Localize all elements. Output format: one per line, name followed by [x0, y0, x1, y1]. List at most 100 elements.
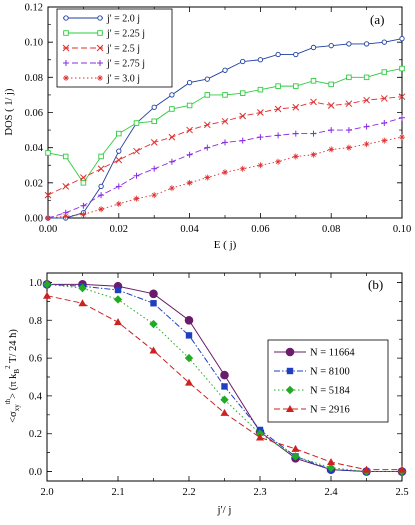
legend-marker [63, 30, 69, 36]
data-point [222, 139, 228, 146]
data-point [78, 299, 87, 307]
data-point [98, 192, 105, 199]
data-point [114, 318, 122, 326]
data-point [220, 408, 229, 416]
data-point [220, 395, 229, 404]
y-tick-label: 1.0 [29, 278, 42, 289]
data-point [346, 41, 352, 47]
data-point [184, 315, 194, 325]
data-point [275, 51, 281, 58]
data-point [328, 127, 335, 134]
data-point [310, 151, 317, 158]
data-point [346, 74, 352, 81]
y-tick-label: 0.10 [25, 38, 43, 49]
data-point [184, 353, 194, 363]
legend-marker [285, 385, 295, 395]
data-point [326, 463, 336, 472]
data-point [291, 452, 300, 461]
data-point [239, 137, 246, 144]
data-point [221, 117, 229, 125]
data-point [45, 150, 51, 156]
data-point [98, 183, 104, 190]
y-tick-label: 0.8 [29, 316, 42, 327]
data-point [185, 332, 193, 339]
series-3 [44, 93, 406, 199]
y-tick-label: 0.00 [25, 214, 43, 225]
data-point [115, 156, 123, 164]
x-tick-label: 0.04 [180, 224, 199, 235]
panel-a: 0.00 0.02 0.04 0.06 0.08 0.10 0.00 0.02 0.04 0.06… [4, 3, 411, 252]
data-point [45, 215, 51, 221]
data-point [239, 165, 246, 172]
data-point [204, 76, 210, 82]
data-point [62, 182, 70, 190]
data-point [97, 165, 105, 173]
y-tick-label: 0.12 [25, 3, 43, 14]
data-point [275, 158, 282, 165]
x-tick-label: 2.5 [395, 487, 408, 498]
legend-marker [285, 347, 295, 357]
data-point [220, 370, 229, 380]
legend-label: j' = 2.5 j [106, 44, 140, 55]
data-point [239, 90, 246, 96]
data-point [62, 213, 69, 220]
data-point [257, 134, 264, 141]
data-point [80, 202, 87, 209]
data-point [399, 114, 405, 121]
legend-label: N = 5184 [310, 386, 351, 397]
data-point [62, 153, 69, 160]
x-axis-label: j'/ j [217, 504, 232, 516]
x-tick-label: 2.3 [253, 487, 266, 498]
x-tick-label: 0.02 [110, 224, 128, 235]
data-point [151, 118, 157, 125]
data-point [399, 134, 405, 141]
x-tick-label: 0.08 [322, 224, 340, 235]
data-point [114, 286, 122, 294]
data-point [186, 179, 193, 186]
panel-b: 2.0 2.1 2.2 2.3 2.4 2.5 0.0 0.2 0.4 0.6 0.8 1.0 N = … [4, 272, 409, 516]
data-point [222, 169, 228, 176]
legend-label: N = 11664 [310, 348, 355, 359]
data-point [327, 458, 335, 466]
data-point [42, 280, 52, 289]
data-point [275, 132, 282, 139]
data-point [257, 109, 264, 116]
data-point [221, 383, 228, 390]
data-point [133, 120, 140, 126]
data-point [363, 123, 370, 130]
data-point [80, 180, 87, 186]
x-tick-label: 0.06 [251, 224, 269, 235]
data-point [328, 146, 335, 153]
data-point [204, 92, 211, 98]
data-point [292, 130, 299, 137]
legend-marker [97, 60, 103, 66]
y-tick-label: 0.2 [29, 429, 42, 440]
data-point [328, 43, 334, 49]
data-point [115, 183, 122, 190]
data-point [399, 36, 405, 42]
data-point [113, 295, 123, 304]
data-point [186, 79, 193, 86]
legend-marker [286, 405, 294, 412]
data-point [310, 98, 317, 106]
legend-label: j' = 2.75 j [106, 59, 145, 70]
data-point [43, 291, 51, 299]
data-point [203, 121, 211, 129]
y-tick-label: 0.4 [29, 391, 43, 402]
legend-marker [286, 367, 294, 375]
data-point [292, 103, 300, 111]
data-point [222, 67, 228, 73]
data-point [168, 185, 175, 192]
data-point [380, 95, 388, 102]
legend-label: j' = 2.0 j [106, 14, 140, 25]
data-point [44, 191, 52, 199]
data-point [185, 378, 193, 386]
data-point [150, 139, 158, 146]
data-point [398, 465, 406, 473]
legend-marker [97, 30, 103, 36]
y-tick-label: 0.06 [25, 108, 43, 119]
x-tick-label: 2.2 [182, 487, 195, 498]
data-point [363, 74, 370, 81]
data-point [240, 58, 246, 65]
data-point [274, 105, 282, 113]
